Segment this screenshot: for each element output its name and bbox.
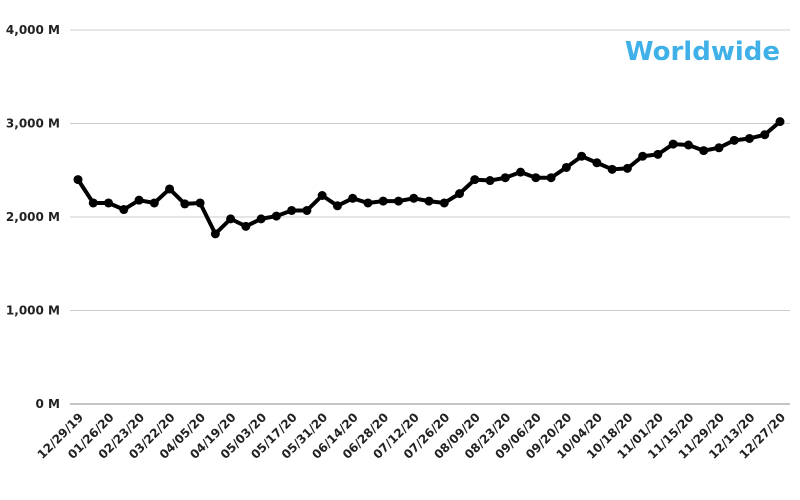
point [577, 151, 587, 161]
point [485, 176, 495, 186]
point [622, 163, 632, 173]
point [607, 164, 617, 174]
point [226, 214, 236, 224]
point [668, 139, 678, 149]
y-tick-label: 3,000 M [6, 117, 60, 131]
point [439, 198, 449, 208]
point [287, 205, 297, 215]
point [241, 221, 251, 231]
point [424, 196, 434, 206]
chart-title: Worldwide [625, 37, 780, 67]
point [455, 189, 465, 199]
point [332, 201, 342, 211]
point [638, 151, 648, 161]
point [699, 146, 709, 156]
point [409, 193, 419, 203]
y-tick-label: 4,000 M [6, 23, 60, 37]
y-tick-label: 0 M [36, 397, 60, 411]
point [744, 133, 754, 143]
point [531, 173, 541, 183]
point [317, 190, 327, 200]
point [256, 214, 266, 224]
point [363, 198, 373, 208]
point [592, 158, 602, 168]
point [104, 198, 114, 208]
point [348, 193, 358, 203]
point [561, 162, 571, 172]
point [119, 205, 129, 215]
point [378, 196, 388, 206]
point [302, 205, 312, 215]
point [760, 130, 770, 140]
point [516, 167, 526, 177]
point [683, 140, 693, 150]
point [500, 173, 510, 183]
point [73, 175, 83, 185]
point [88, 198, 98, 208]
point [470, 175, 480, 185]
point [149, 198, 159, 208]
point [134, 195, 144, 205]
point [195, 198, 205, 208]
point [271, 211, 281, 221]
y-tick-label: 2,000 M [6, 210, 60, 224]
y-tick-label: 1,000 M [6, 304, 60, 318]
point [165, 184, 175, 194]
point [729, 135, 739, 145]
point [180, 199, 190, 209]
point [393, 196, 403, 206]
point [653, 149, 663, 159]
point [546, 173, 556, 183]
point [714, 143, 724, 153]
point [775, 117, 785, 127]
point [210, 229, 220, 239]
